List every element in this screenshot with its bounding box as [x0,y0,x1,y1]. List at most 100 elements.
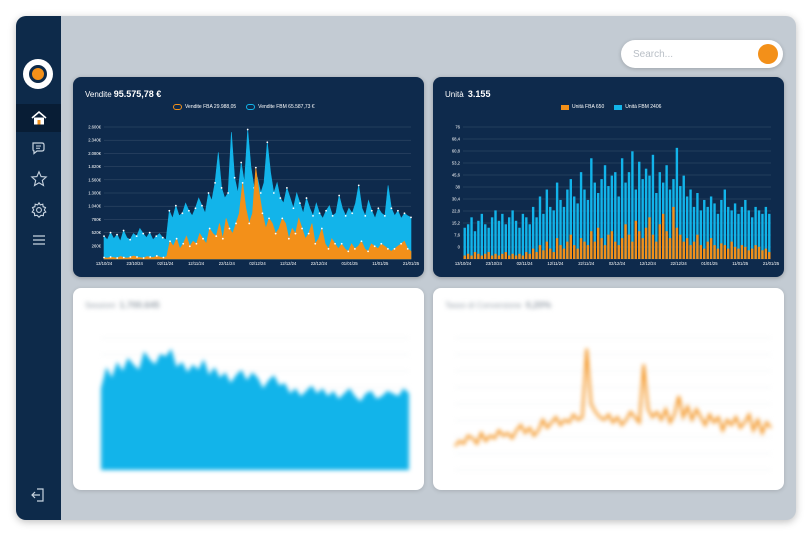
bar-fba [685,238,689,259]
menu-icon [32,235,45,245]
bar-fba [466,253,470,259]
bar-fba [761,250,764,259]
legend-item-units-fbm[interactable]: Unità FBM 2406 [614,104,661,110]
bar-fbm [552,210,555,259]
bar-fba [463,255,466,259]
data-point [109,256,112,258]
sidebar-item-messages[interactable] [16,134,61,162]
logout-icon[interactable] [29,486,47,504]
data-point [169,240,171,243]
bar-fbm [531,206,535,259]
bar-fbm [511,210,514,259]
y-tick-label: 38 [455,185,460,190]
bar-fbm [559,199,562,259]
gear-icon [30,201,47,218]
bar-fba [497,255,501,259]
sidebar-item-settings[interactable] [16,196,61,224]
bar-fba [716,248,720,259]
data-point [360,240,363,243]
bar-fbm [675,147,679,259]
data-point [142,257,145,259]
bar-fba [754,245,757,259]
bar-fbm [716,213,720,259]
bar-fbm [617,196,620,259]
bar-fbm [480,213,484,259]
sidebar-item-favorites[interactable] [16,165,61,193]
x-tick-label: 11/01/25 [732,261,749,266]
bar-fba [559,245,562,259]
data-point [233,176,236,179]
units-legend: Unità FBA 650 Unità FBM 2406 [561,104,661,110]
bar-fbm [723,189,726,259]
bar-fba [555,238,559,259]
data-point [103,256,105,259]
search-button[interactable] [758,44,778,64]
bar-fba [750,248,754,259]
bar-fbm [761,213,764,259]
bar-fbm [562,206,566,259]
data-point [318,212,321,215]
bar-fbm [569,179,572,259]
bar-fba [737,248,740,259]
data-point [287,237,290,240]
bar-fbm [730,210,733,259]
data-point [307,232,310,235]
bar-fba [470,255,473,259]
bar-fba [593,241,596,259]
sessions-chart [101,337,409,471]
data-point [279,197,282,199]
bar-fbm [655,193,658,259]
data-point [122,229,125,232]
legend-item-fbm[interactable]: Vendite FBM 65.587,73 € [246,104,315,110]
brand-logo[interactable] [23,59,53,89]
data-point [148,231,151,234]
data-point [327,247,330,250]
bar-fbm [620,158,624,259]
sessions-title: Sessioni 1.700.645 [85,300,160,310]
x-tick-label: 01/01/25 [701,261,718,266]
search-input[interactable] [633,47,751,61]
bar-fba [668,238,672,259]
y-tick-label: 2.600€ [88,125,101,130]
data-point [331,214,334,217]
data-point [214,181,216,184]
bar-fba [641,238,644,259]
y-tick-label: 60,8 [452,149,461,154]
sidebar-item-menu[interactable] [16,226,61,254]
data-point [175,237,178,240]
bar-fba [508,255,511,259]
y-tick-label: 53,2 [452,161,461,166]
data-point [188,209,190,212]
x-tick-label: 23/10/24 [127,261,144,266]
data-point [259,192,262,194]
bar-fbm [665,165,668,259]
data-point [162,256,165,259]
conversion-value: 0,20% [525,300,552,310]
data-point [136,256,138,258]
data-point [202,237,204,240]
bar-fba [531,248,535,259]
y-tick-label: 68,4 [452,137,461,142]
data-point [274,232,277,235]
units-label: Unità [445,90,464,99]
sales-label: Vendite [85,90,112,99]
bar-fba [573,245,576,259]
legend-label-fbm: Vendite FBM 65.587,73 € [258,104,315,110]
data-point [383,214,386,217]
data-point [373,245,376,248]
bar-fba [733,246,737,259]
bar-fbm [586,199,590,259]
data-point [380,242,383,245]
sidebar-item-home[interactable] [16,104,61,132]
data-point [400,242,402,245]
bar-fbm [651,154,655,259]
bar-fba [562,248,566,259]
bar-fba [730,241,733,259]
legend-label-units-fbm: Unità FBM 2406 [625,104,662,110]
legend-item-fba[interactable]: Vendite FBA 29.988,05 [173,104,236,110]
bar-fbm [576,203,579,259]
search-bar [621,40,783,68]
legend-item-units-fba[interactable]: Unità FBA 650 [561,104,604,110]
bar-fba [494,253,497,259]
